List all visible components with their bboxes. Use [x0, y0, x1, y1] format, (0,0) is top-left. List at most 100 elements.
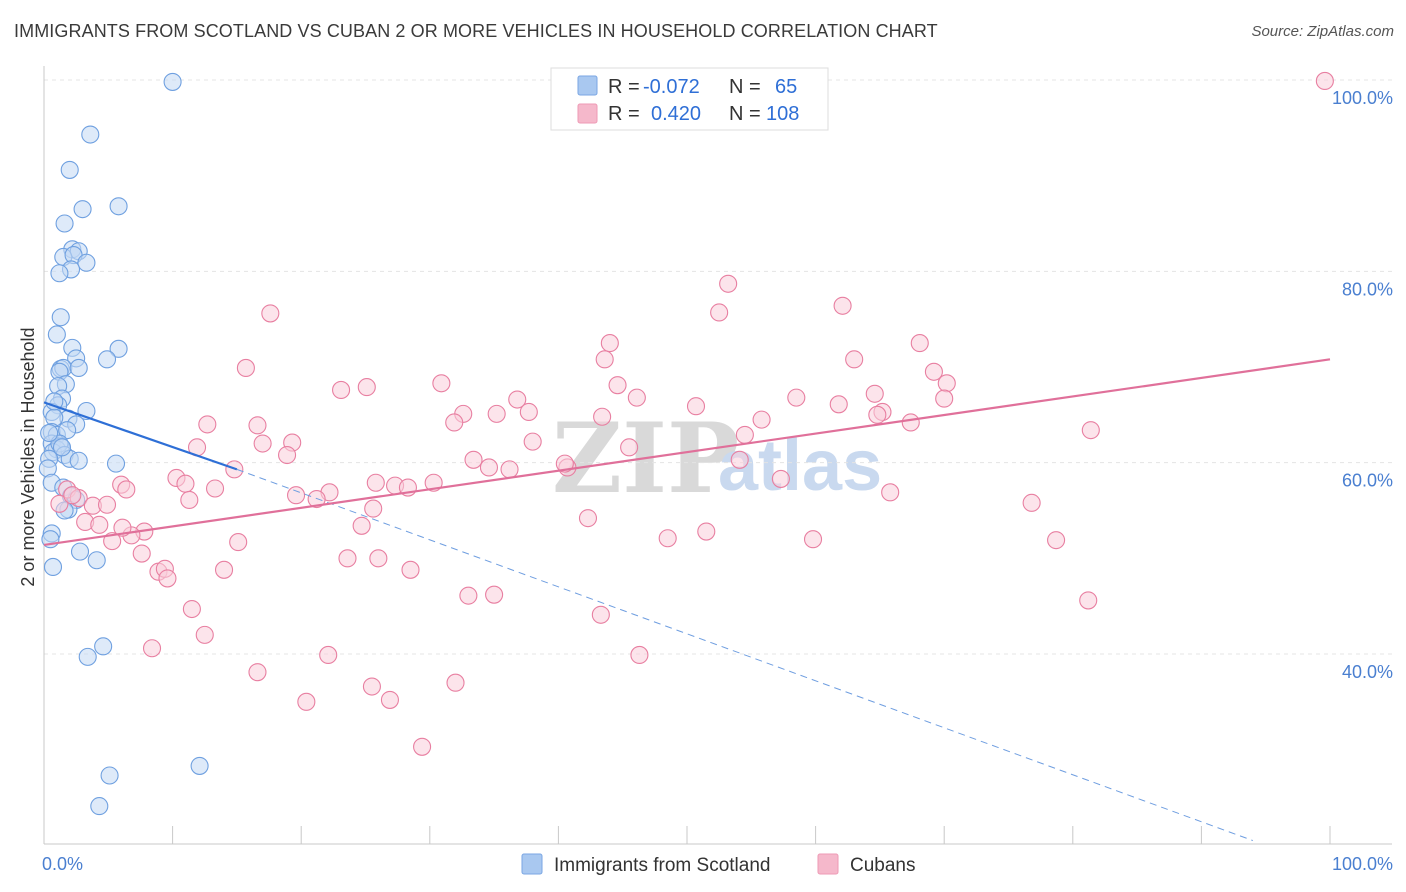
data-point	[190, 756, 209, 775]
data-point	[937, 374, 956, 393]
data-point	[142, 639, 162, 658]
data-point	[100, 766, 119, 785]
chart-title: IMMIGRANTS FROM SCOTLAND VS CUBAN 2 OR M…	[14, 21, 938, 41]
data-point	[1047, 531, 1066, 550]
data-point	[868, 405, 887, 424]
y-axis-label: 2 or more Vehicles in Household	[18, 327, 38, 586]
data-point	[81, 125, 100, 144]
legend-swatch-scotland	[577, 75, 598, 96]
data-point	[500, 460, 519, 479]
data-point	[464, 450, 483, 469]
data-point	[1022, 493, 1041, 512]
data-point	[608, 376, 627, 395]
data-point	[380, 690, 399, 709]
data-point	[87, 551, 106, 570]
data-point	[910, 334, 929, 353]
data-point	[103, 532, 122, 551]
data-point	[77, 253, 96, 272]
data-point	[180, 490, 199, 510]
data-point	[803, 530, 823, 549]
data-point	[787, 388, 806, 407]
trend-line-scotland-extended	[236, 468, 1254, 842]
data-point	[600, 334, 619, 353]
data-point	[771, 469, 790, 488]
data-point	[845, 350, 864, 369]
data-point	[401, 560, 420, 579]
data-point	[719, 274, 738, 293]
y-tick-label: 100.0%	[1332, 88, 1393, 108]
bottom-legend-swatch-scotland	[521, 853, 543, 875]
data-point	[523, 432, 542, 451]
data-point	[278, 445, 297, 465]
data-point	[508, 390, 527, 409]
data-point	[261, 304, 280, 323]
data-point	[710, 303, 729, 322]
data-point	[630, 645, 649, 665]
data-point	[52, 438, 72, 457]
legend-n-value: 65	[775, 76, 797, 98]
data-point	[198, 415, 217, 434]
data-point	[69, 358, 88, 378]
data-point	[287, 486, 306, 505]
data-point	[735, 425, 754, 444]
data-point	[109, 197, 128, 216]
data-point	[752, 410, 771, 429]
data-point	[369, 549, 388, 568]
legend-r-value: 0.420	[651, 103, 701, 125]
data-point	[163, 72, 182, 91]
data-point	[364, 499, 383, 518]
data-point	[935, 389, 954, 408]
data-point	[578, 509, 598, 528]
data-point	[50, 494, 69, 513]
data-point	[1079, 591, 1098, 610]
data-point	[236, 358, 255, 378]
x-tick-label: 100.0%	[1332, 854, 1393, 874]
data-point	[1081, 421, 1100, 440]
data-point	[697, 522, 716, 541]
data-point	[69, 451, 88, 470]
series-cubans	[50, 71, 1334, 756]
legend-box: R = -0.072 N = 65 R = 0.420 N = 108	[550, 67, 829, 131]
bottom-legend-label-scotland: Immigrants from Scotland	[554, 855, 770, 876]
y-tick-labels: 40.0% 60.0% 80.0% 100.0%	[1332, 88, 1393, 682]
data-point	[106, 454, 126, 473]
data-point	[176, 474, 195, 493]
legend-r-label: R =	[608, 76, 640, 98]
y-tick-label: 80.0%	[1342, 279, 1393, 299]
trend-line-scotland	[43, 401, 238, 471]
data-point	[248, 663, 267, 682]
data-point	[45, 392, 64, 411]
data-point	[1315, 71, 1334, 91]
y-tick-label: 40.0%	[1342, 662, 1393, 682]
legend-swatch-cubans	[577, 103, 598, 124]
legend-n-label: N =	[729, 76, 761, 98]
data-point	[43, 557, 63, 576]
data-point	[297, 692, 316, 711]
data-point	[362, 677, 381, 696]
data-point	[413, 737, 432, 756]
data-point	[55, 214, 74, 233]
data-point	[881, 483, 900, 502]
data-point	[58, 421, 77, 440]
data-point	[63, 486, 82, 505]
data-point	[658, 529, 677, 548]
data-point	[485, 585, 504, 604]
data-point	[78, 647, 97, 666]
data-point	[132, 544, 151, 563]
data-point	[90, 515, 109, 534]
data-point	[182, 599, 201, 619]
trend-line-cubans	[43, 358, 1331, 547]
data-point	[50, 264, 69, 283]
data-point	[51, 308, 70, 327]
data-point	[40, 423, 59, 443]
data-point	[445, 413, 464, 432]
data-point	[357, 378, 376, 397]
data-point	[158, 569, 177, 588]
data-point	[60, 160, 79, 179]
data-point	[214, 560, 234, 579]
trend-lines	[43, 358, 1331, 842]
data-point	[479, 458, 499, 477]
data-point	[459, 586, 478, 605]
data-point	[229, 533, 248, 552]
bottom-legend-swatch-cubans	[817, 853, 839, 875]
